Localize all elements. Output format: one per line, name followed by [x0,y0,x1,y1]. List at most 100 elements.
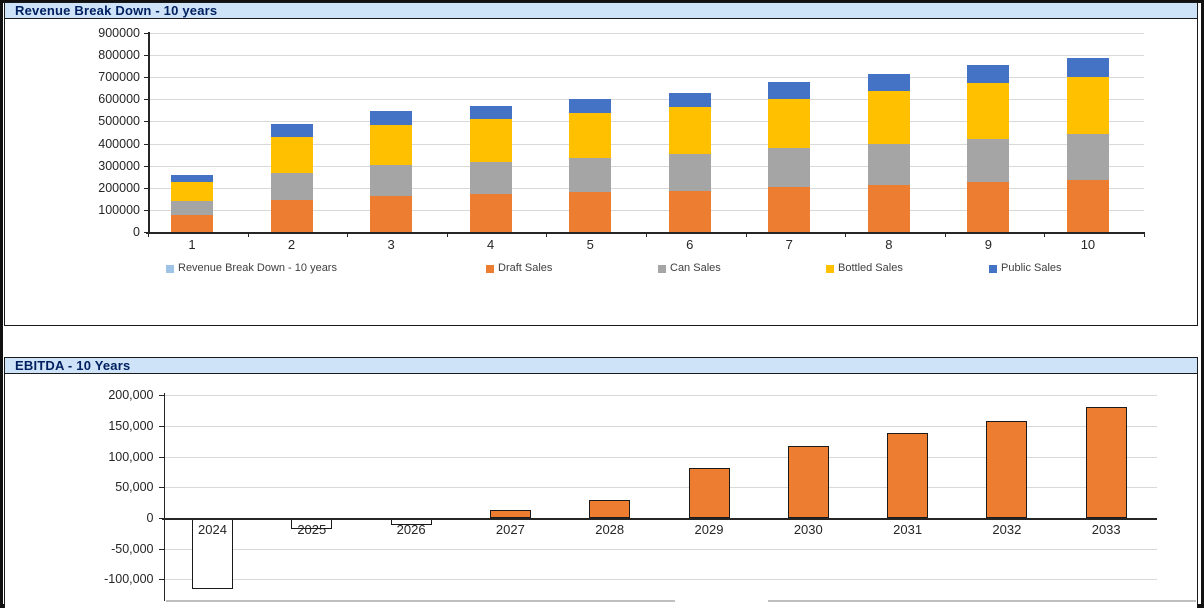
x-axis-label: 7 [785,237,793,252]
ebitda-bar-2031[interactable] [887,433,929,518]
bar-segment-public-sales[interactable] [469,106,512,119]
ebitda-bar-2033[interactable] [1085,406,1127,518]
y-axis-tick [158,487,164,489]
bar-segment-public-sales[interactable] [668,92,711,107]
bar-segment-bottled-sales[interactable] [668,106,711,155]
bar-segment-bottled-sales[interactable] [867,90,910,144]
y-axis-tick [158,425,164,427]
y-axis-label: 700000 [98,70,140,85]
bar-segment-public-sales[interactable] [768,81,811,99]
bar-segment-can-sales[interactable] [569,157,612,193]
ebitda-bar-2028[interactable] [589,500,631,518]
x-axis-tick [148,232,149,237]
bar-segment-bottled-sales[interactable] [171,182,213,201]
ebitda-bar-2030[interactable] [787,446,829,518]
x-axis-label: 9 [984,237,992,252]
gridline [148,165,1144,167]
y-axis-line [163,393,165,601]
bar-segment-draft-sales[interactable] [668,190,711,232]
bar-segment-draft-sales[interactable] [171,214,213,232]
bar-segment-public-sales[interactable] [569,98,612,113]
x-axis-tick [646,232,647,237]
x-axis-label: 4 [487,237,495,252]
legend-label: Revenue Break Down - 10 years [178,262,337,274]
x-axis-tick [446,232,448,237]
x-axis-tick [347,232,349,237]
x-axis-label: 3 [387,237,395,252]
y-axis-label: -50,000 [111,541,154,556]
legend-item-can-sales[interactable]: Can Sales [658,262,808,276]
x-axis-label: 2024 [198,522,227,537]
bar-segment-draft-sales[interactable] [370,196,413,232]
bar-segment-bottled-sales[interactable] [967,82,1010,139]
y-axis-tick [144,165,148,167]
y-axis-label: 150,000 [108,418,154,433]
bar-segment-can-sales[interactable] [171,200,213,215]
y-axis-label: 50,000 [115,480,154,495]
bar-segment-draft-sales[interactable] [768,186,811,232]
bar-segment-bottled-sales[interactable] [270,136,313,173]
bar-segment-draft-sales[interactable] [1066,180,1109,232]
bar-segment-can-sales[interactable] [370,165,413,197]
revenue-chart-plot[interactable]: 900000 800000 700000 600000 500000 400000 3000… [0,0,1204,340]
y-axis-tick [158,518,164,519]
y-axis-tick [144,33,148,34]
gridline [163,548,1157,550]
y-axis-line [148,32,150,233]
x-axis-line [161,518,1157,520]
x-axis-tick [1044,232,1046,237]
bar-segment-can-sales[interactable] [270,172,313,200]
ebitda-chart-title: EBITDA - 10 Years [15,358,131,373]
legend-item-revenue-break-down-10-years[interactable]: Revenue Break Down - 10 years [166,262,337,276]
bar-segment-can-sales[interactable] [867,143,910,185]
bar-segment-draft-sales[interactable] [569,192,612,232]
bar-segment-draft-sales[interactable] [469,193,512,232]
bar-segment-public-sales[interactable] [270,124,313,137]
legend-swatch [486,265,494,273]
y-axis-tick [144,77,148,79]
ebitda-bar-2024[interactable] [192,518,233,589]
bar-segment-can-sales[interactable] [768,147,811,187]
bar-segment-draft-sales[interactable] [867,184,910,232]
legend-item-bottled-sales[interactable]: Bottled Sales [826,262,976,276]
y-axis-label: 0 [133,225,140,239]
bar-segment-can-sales[interactable] [469,161,512,194]
legend-label: Draft Sales [498,262,553,274]
ebitda-bar-2027[interactable] [489,510,531,518]
gridline [148,209,1144,211]
bar-segment-public-sales[interactable] [867,73,910,91]
ebitda-bar-2032[interactable] [986,420,1028,518]
gridline [163,456,1157,458]
y-axis-label: -100,000 [104,572,154,587]
legend-label: Can Sales [670,262,721,274]
x-axis-label: 2026 [396,522,426,537]
x-axis-label: 2029 [694,522,724,537]
bar-segment-can-sales[interactable] [967,138,1010,183]
revenue-chart-title: Revenue Break Down - 10 years [15,3,218,18]
bar-segment-public-sales[interactable] [1066,57,1109,77]
bar-segment-public-sales[interactable] [370,111,413,125]
bar-segment-public-sales[interactable] [967,64,1010,83]
x-axis-label: 2 [287,237,296,252]
bar-segment-bottled-sales[interactable] [1066,77,1109,135]
bar-segment-bottled-sales[interactable] [768,98,811,148]
legend-item-draft-sales[interactable]: Draft Sales [486,262,636,276]
y-axis-tick [144,143,148,145]
bar-segment-can-sales[interactable] [668,154,711,191]
bar-segment-draft-sales[interactable] [967,182,1010,232]
bar-segment-draft-sales[interactable] [270,199,313,232]
frame-right-border [1200,0,1204,608]
legend-swatch [826,265,834,273]
bar-segment-bottled-sales[interactable] [469,118,512,162]
gridline [163,579,1157,581]
bar-segment-bottled-sales[interactable] [569,112,612,158]
legend-item-public-sales[interactable]: Public Sales [989,262,1139,276]
bar-segment-bottled-sales[interactable] [370,124,413,166]
y-axis-tick [144,187,148,189]
ebitda-bar-2029[interactable] [688,468,730,518]
x-axis-tick [247,232,249,237]
bar-segment-public-sales[interactable] [171,174,213,183]
bar-segment-can-sales[interactable] [1066,134,1109,181]
x-axis-label: 10 [1080,237,1096,252]
